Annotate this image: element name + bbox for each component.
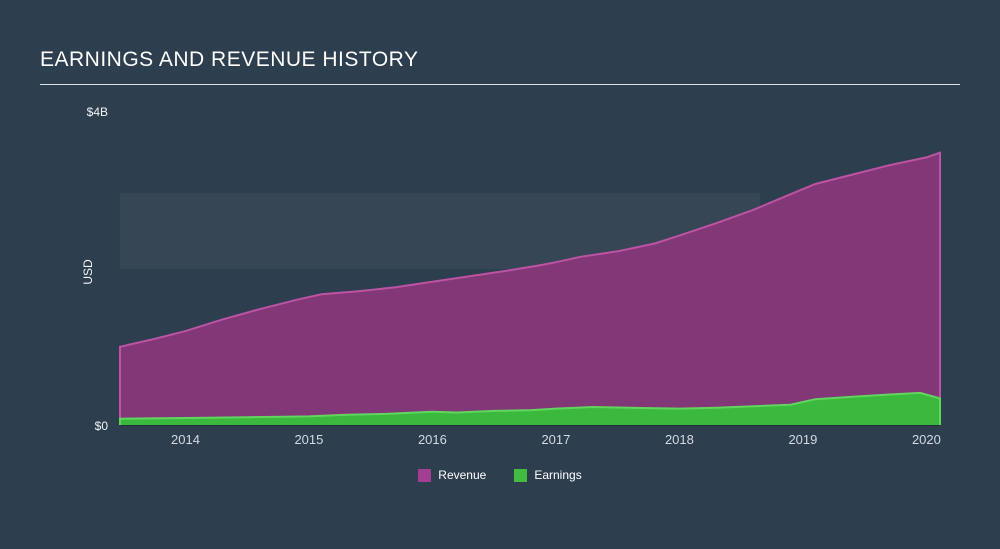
chart-header: EARNINGS AND REVENUE HISTORY — [40, 48, 960, 85]
x-tick-label: 2017 — [541, 432, 570, 447]
x-tick-label: 2019 — [788, 432, 817, 447]
page-title: EARNINGS AND REVENUE HISTORY — [40, 48, 419, 71]
x-tick-label: 2015 — [294, 432, 323, 447]
x-tick-label: 2016 — [418, 432, 447, 447]
earnings-line — [119, 391, 941, 425]
earnings-area — [120, 392, 940, 425]
legend-label-revenue: Revenue — [438, 468, 487, 482]
y-min-label: $0 — [95, 419, 109, 433]
earnings-swatch — [514, 468, 528, 482]
series-group — [119, 151, 941, 425]
y-axis-title: USD — [81, 259, 95, 285]
x-tick-label: 2018 — [665, 432, 694, 447]
x-tick-label: 2014 — [171, 432, 200, 447]
legend-item-revenue: Revenue — [418, 468, 486, 482]
legend-item-earnings: Earnings — [514, 468, 582, 482]
legend-label-earnings: Earnings — [534, 468, 582, 482]
revenue-line — [119, 151, 941, 425]
revenue-swatch — [418, 468, 432, 482]
y-max-label: $4B — [87, 105, 108, 119]
legend: Revenue Earnings — [0, 468, 1000, 482]
revenue-area — [120, 152, 940, 425]
x-tick-label: 2020 — [912, 432, 941, 447]
x-ticks: 2014 2015 2016 2017 2018 2019 2020 — [171, 432, 941, 447]
